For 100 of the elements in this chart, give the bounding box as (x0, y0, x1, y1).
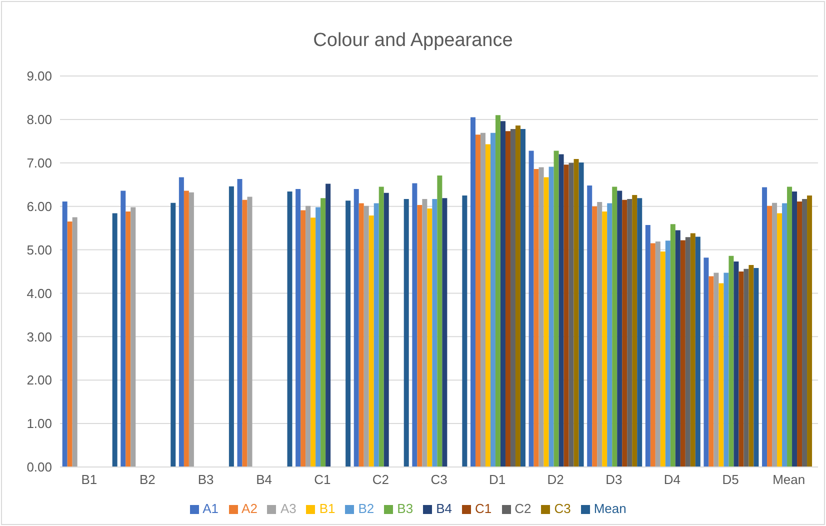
bar (734, 262, 739, 467)
bar (437, 175, 442, 467)
bar (470, 117, 476, 467)
bar (485, 144, 490, 467)
bar (650, 243, 656, 467)
x-tick-label: B3 (198, 472, 214, 488)
bar (296, 188, 301, 467)
bar (564, 164, 569, 467)
legend-label: A2 (242, 501, 258, 516)
bar (645, 225, 650, 467)
bar (665, 240, 670, 467)
bar (680, 240, 686, 467)
x-tick-label: C3 (430, 472, 448, 488)
bar (480, 132, 486, 467)
bar (592, 206, 598, 467)
bar (346, 200, 351, 467)
bar (617, 190, 622, 467)
legend-label: Mean (594, 501, 626, 516)
bar (704, 258, 709, 467)
bar (655, 242, 660, 467)
x-tick-label: D2 (547, 472, 564, 488)
bar (475, 134, 480, 467)
y-tick-label: 9.00 (26, 68, 52, 84)
bar (807, 195, 812, 467)
bar (316, 207, 321, 467)
bar (690, 233, 696, 467)
bar (358, 203, 364, 467)
x-tick-label: D3 (606, 472, 622, 488)
bar (326, 184, 331, 467)
bar (242, 200, 248, 467)
x-tick-label: B1 (81, 472, 98, 488)
bar (548, 166, 554, 467)
bar (708, 276, 714, 467)
y-tick-label: 0.00 (26, 460, 52, 475)
bar (462, 195, 468, 467)
bar (607, 203, 612, 467)
legend-label: B4 (436, 501, 452, 516)
y-tick-label: 6.00 (26, 198, 52, 214)
bar (368, 215, 374, 467)
x-tick-label: B4 (256, 472, 272, 488)
bar (660, 252, 666, 467)
bar (797, 202, 802, 467)
y-tick-label: 8.00 (26, 112, 52, 128)
bar (602, 212, 608, 467)
y-tick-label: 7.00 (26, 156, 52, 171)
y-tick-label: 2.00 (26, 372, 52, 388)
bar (228, 186, 234, 467)
legend-label: C3 (554, 501, 571, 516)
bar (762, 187, 768, 467)
bar (670, 224, 676, 467)
bar (632, 195, 638, 467)
bar (637, 198, 642, 467)
bar (724, 272, 729, 467)
bar (627, 198, 632, 467)
bar (718, 283, 724, 467)
bar (802, 198, 808, 467)
chart-title: Colour and Appearance (312, 30, 514, 52)
bar (310, 218, 316, 467)
bar (510, 129, 516, 467)
bar (587, 185, 592, 467)
bar (354, 188, 359, 467)
x-tick-label: C2 (372, 472, 390, 488)
bar (597, 202, 602, 467)
y-tick-label: 3.00 (26, 329, 52, 344)
legend-label: B2 (358, 501, 374, 516)
bar (748, 264, 754, 467)
y-tick-label: 5.00 (26, 242, 52, 258)
bar (427, 208, 432, 467)
bar (384, 192, 389, 467)
x-tick-label: D1 (488, 472, 506, 488)
bar (515, 126, 520, 467)
bar (568, 162, 574, 467)
bar (237, 178, 242, 467)
bar (495, 115, 500, 467)
x-tick-label: D4 (664, 472, 681, 488)
bar (62, 202, 68, 467)
bar (500, 121, 506, 467)
bar (714, 272, 719, 467)
bar (612, 186, 618, 467)
bar (558, 154, 564, 467)
bar (538, 167, 544, 467)
bar (777, 213, 782, 467)
x-tick-label: C1 (314, 472, 331, 488)
bar (442, 198, 448, 467)
bar (528, 150, 534, 467)
legend-label: A3 (280, 501, 296, 516)
bar (728, 256, 734, 467)
bar (574, 158, 579, 467)
y-tick-label: 4.00 (26, 286, 52, 301)
bar (112, 213, 118, 467)
bar (622, 200, 628, 467)
bar (490, 132, 496, 467)
bar (404, 198, 409, 467)
bar (432, 198, 438, 467)
bar (247, 196, 252, 467)
bar (792, 192, 798, 467)
legend-label: A1 (202, 501, 219, 516)
bar (695, 236, 700, 467)
bar (754, 268, 759, 467)
bar (578, 162, 584, 467)
